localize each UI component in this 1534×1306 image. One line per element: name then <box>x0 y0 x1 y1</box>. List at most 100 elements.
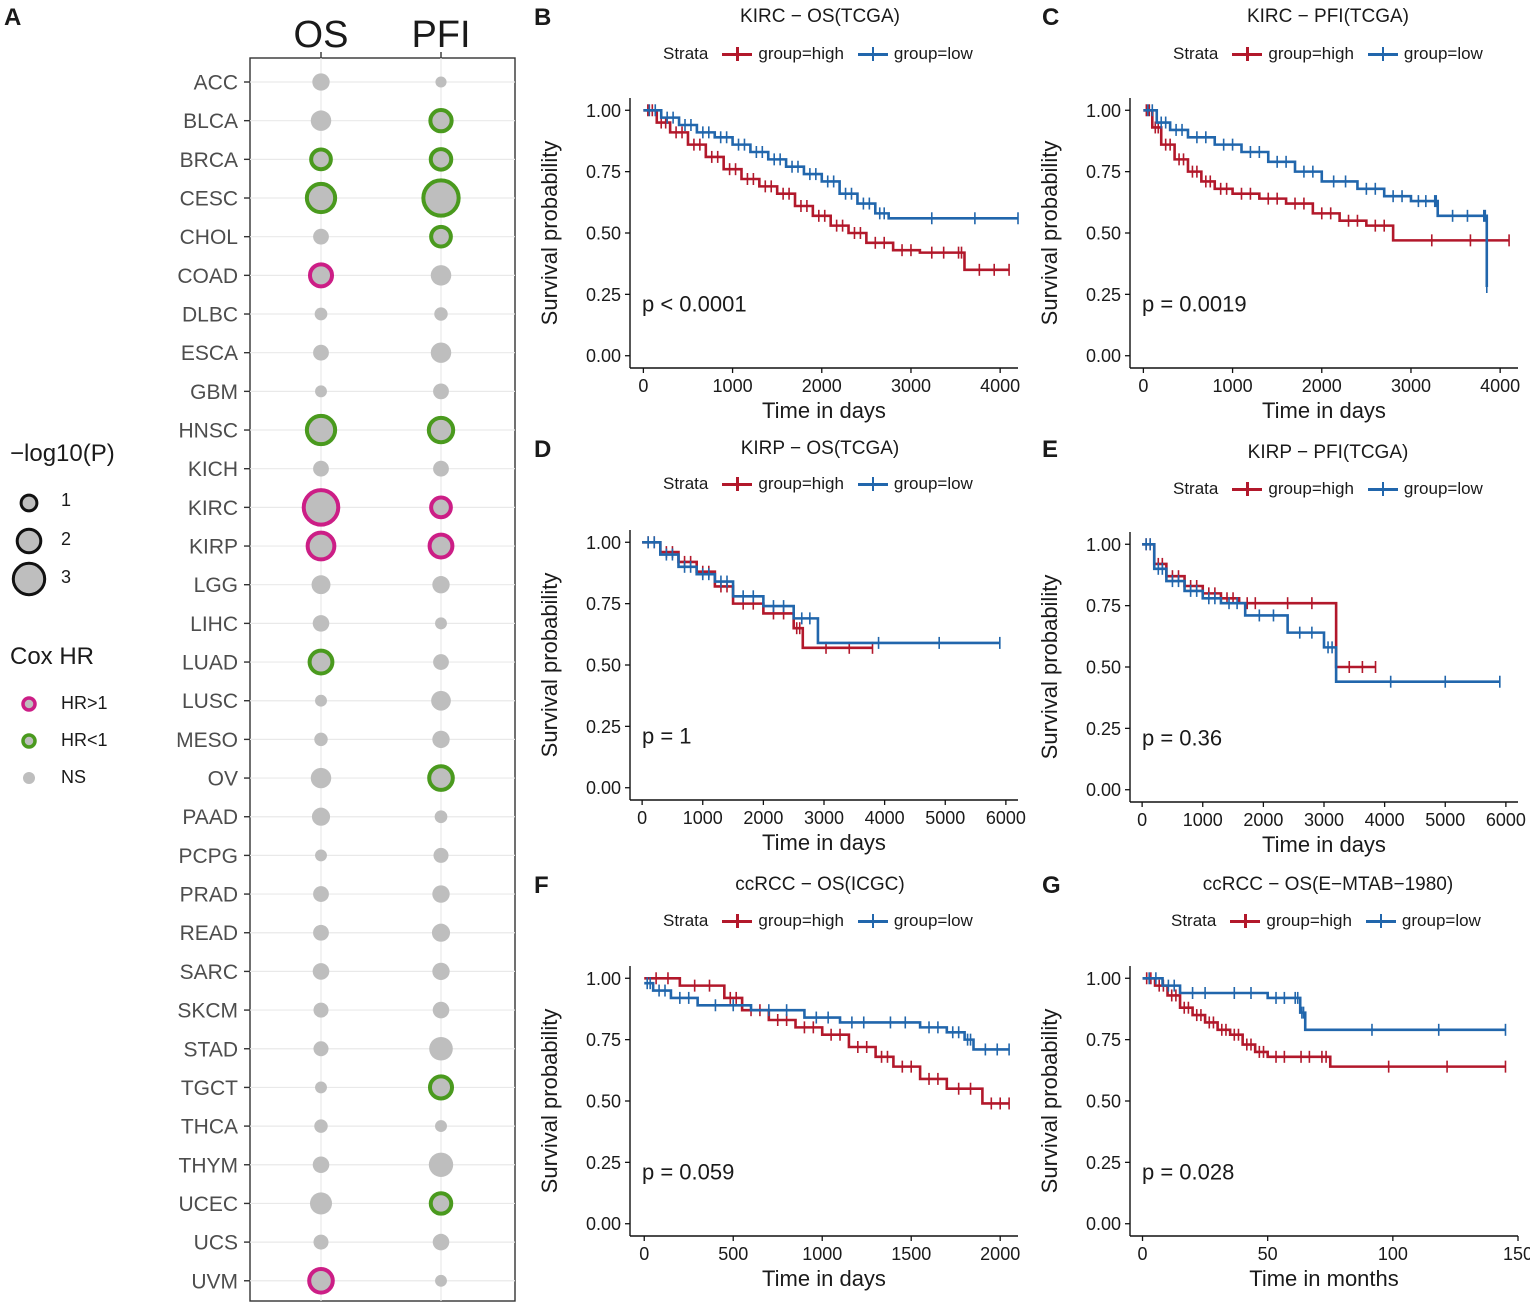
bubble-os-brca <box>309 147 333 172</box>
y-tick-label: 0.25 <box>586 717 621 737</box>
km-legend-c: Strata group=high group=low <box>1173 44 1483 64</box>
x-tick-label: 1000 <box>1183 810 1223 830</box>
y-tick-label: 1.00 <box>586 533 621 553</box>
bubble-os-ucec <box>309 1192 333 1215</box>
panel-label-b: B <box>534 4 552 31</box>
y-tick-label: 1.00 <box>1086 969 1121 989</box>
bubble-pfi-thym <box>428 1152 454 1177</box>
x-tick-label: 3000 <box>891 376 931 396</box>
y-axis-label: Survival probability <box>537 1009 562 1194</box>
high-line-swatch <box>722 477 753 491</box>
bubble-pfi-meso <box>432 730 450 749</box>
km-legend-g: Strata group=high group=low <box>1171 911 1481 931</box>
x-axis-label: Time in days <box>762 398 886 423</box>
x-tick-label: 3000 <box>1391 376 1431 396</box>
strata-low-label: group=low <box>893 911 973 930</box>
low-survival-curve <box>644 981 1010 1051</box>
bubble-os-dlbc <box>314 307 328 321</box>
strata-title: Strata <box>1173 479 1219 498</box>
cancer-label-stad: STAD <box>184 1038 238 1061</box>
strata-low-label: group=low <box>893 474 973 493</box>
bubble-os-thym <box>312 1156 330 1174</box>
y-tick-label: 0.00 <box>586 1214 621 1234</box>
panel-label-f: F <box>534 872 549 899</box>
strata-high-label: group=high <box>1268 479 1354 498</box>
size-legend-key <box>19 493 39 513</box>
high-survival-curve <box>1142 976 1506 1068</box>
y-axis-label: Survival probability <box>1037 1009 1062 1194</box>
ns-legend-key <box>23 772 35 784</box>
y-tick-label: 0.00 <box>1086 780 1121 800</box>
bubble-pfi-coad <box>430 265 452 286</box>
y-tick-label: 0.25 <box>1086 1153 1121 1173</box>
cancer-label-read: READ <box>180 922 238 945</box>
low-survival-curve <box>1142 976 1506 1032</box>
bubble-os-ucs <box>313 1234 329 1250</box>
x-tick-label: 1000 <box>683 808 723 828</box>
size-legend-label-3: 3 <box>61 567 72 587</box>
x-tick-label: 50 <box>1258 1244 1278 1264</box>
km-title-c: KIRC − PFI(TCGA) <box>1246 6 1410 27</box>
km-legend-f: Strata group=high group=low <box>663 911 973 931</box>
km-plot-f: 0.00 0.25 0.50 0.75 1.00 0 500 1000 1500 2000 Time… <box>537 966 1020 1291</box>
bubble-pfi-ucs <box>432 1233 450 1251</box>
strata-high-label: group=high <box>758 474 844 493</box>
cancer-label-kirp: KIRP <box>189 536 238 559</box>
size-legend-title: −log10(P) <box>10 440 115 467</box>
y-tick-label: 0.50 <box>1086 658 1121 678</box>
high-line-swatch <box>1230 914 1261 928</box>
p-value: p = 0.059 <box>642 1160 734 1185</box>
x-tick-label: 0 <box>638 376 648 396</box>
strata-title: Strata <box>663 44 709 63</box>
km-plot-e: 0.00 0.25 0.50 0.75 1.00 0 1000 2000 3000 4000 500… <box>1037 532 1526 857</box>
size-legend-label-1: 1 <box>61 490 72 510</box>
bubble-pfi-luad <box>433 654 449 670</box>
cancer-label-thca: THCA <box>181 1116 238 1139</box>
y-tick-label: 0.25 <box>1086 719 1121 739</box>
bubble-pfi-kirc <box>429 495 453 520</box>
y-tick-label: 0.75 <box>1086 596 1121 616</box>
color-legend-label-ns: NS <box>61 767 87 787</box>
high-line-swatch <box>722 47 753 61</box>
km-legend-b: Strata group=high group=low <box>663 44 973 64</box>
x-tick-label: 4000 <box>1365 810 1405 830</box>
x-tick-label: 1000 <box>802 1244 842 1264</box>
panel-label-g: G <box>1042 872 1061 899</box>
km-plot-d: 0.00 0.25 0.50 0.75 1.00 0 1000 2000 3000 4000 500… <box>537 530 1026 855</box>
km-plot-c: 0.00 0.25 0.50 0.75 1.00 0 1000 2000 3000 4000 Tim… <box>1037 98 1520 423</box>
bubble-pfi-paad <box>434 810 448 824</box>
bubble-pfi-hnsc <box>426 415 456 445</box>
y-tick-label: 0.50 <box>1086 1092 1121 1112</box>
bubble-os-sarc <box>312 963 330 980</box>
cancer-label-skcm: SKCM <box>177 1000 238 1023</box>
bubble-os-hnsc <box>304 413 338 447</box>
bubble-pfi-uvm <box>435 1274 447 1287</box>
panel-label-d: D <box>534 436 552 463</box>
x-axis-label: Time in days <box>762 1266 886 1291</box>
high-survival-curve <box>1142 542 1376 669</box>
bubble-pfi-blca <box>428 108 454 134</box>
bubble-pfi-lihc <box>435 617 447 630</box>
y-tick-label: 0.25 <box>1086 285 1121 305</box>
x-tick-label: 4000 <box>980 376 1020 396</box>
cancer-label-ucec: UCEC <box>178 1193 238 1216</box>
size-legend-key <box>15 527 43 555</box>
y-axis-label: Survival probability <box>537 573 562 758</box>
low-survival-curve <box>1142 542 1500 684</box>
bubble-pfi-read <box>431 923 451 942</box>
km-title-f: ccRCC − OS(ICGC) <box>735 874 905 895</box>
x-tick-label: 0 <box>1138 1244 1148 1264</box>
y-tick-label: 0.25 <box>586 285 621 305</box>
bubble-pfi-prad <box>432 885 450 903</box>
strata-title: Strata <box>1171 911 1217 930</box>
bubble-pfi-acc <box>435 76 447 88</box>
bubble-os-kich <box>313 460 329 477</box>
cancer-label-sarc: SARC <box>180 961 238 984</box>
cancer-label-pcpg: PCPG <box>178 845 238 868</box>
strata-low-label: group=low <box>1403 44 1483 63</box>
cancer-label-ucs: UCS <box>194 1232 238 1255</box>
bubble-os-pcpg <box>315 849 327 862</box>
km-plot-b: 0.00 0.25 0.50 0.75 1.00 0 1000 2000 3000 4000 Tim… <box>537 98 1020 423</box>
bubble-pfi-sarc <box>432 962 450 981</box>
bubble-os-acc <box>312 73 330 91</box>
